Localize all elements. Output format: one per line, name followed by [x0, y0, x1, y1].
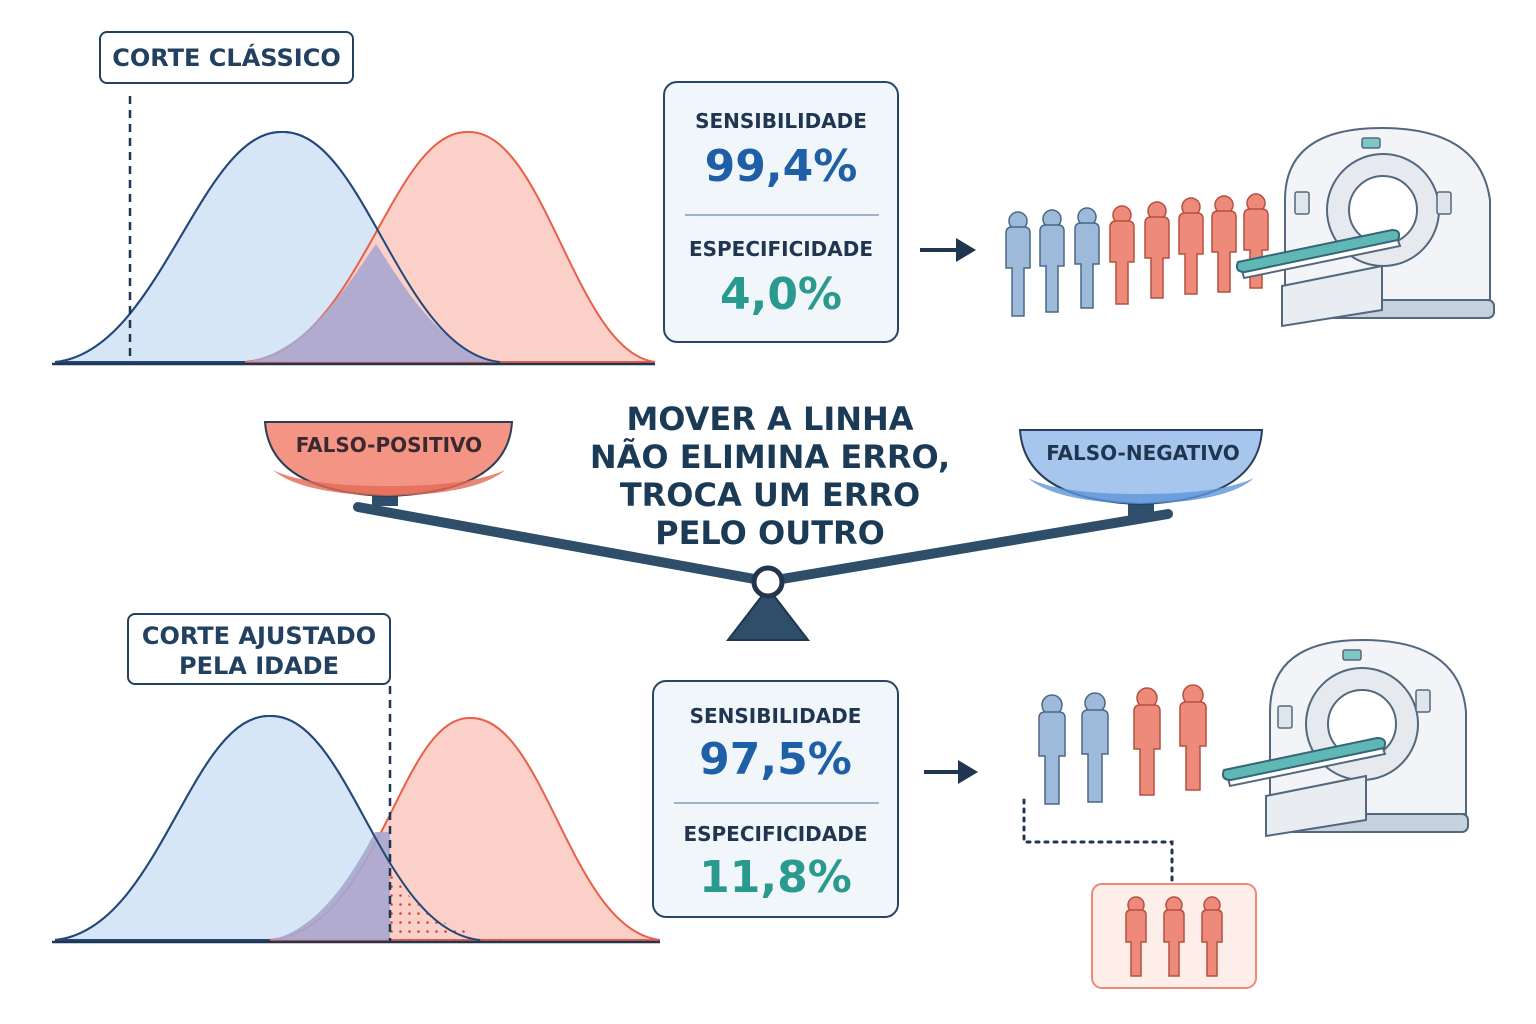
person-icon [1201, 896, 1223, 977]
patients-queue-bottom [1038, 684, 1207, 805]
adjusted-stats-card: SENSIBILIDADE 97,5% ESPECIFICIDADE 11,8% [652, 680, 899, 918]
false-negative-pan-label: FALSO-NEGATIVO [1046, 441, 1240, 465]
stats-divider [685, 214, 879, 216]
classic-cutoff-label-text: CORTE CLÁSSICO [112, 44, 341, 72]
arrow-right-icon [924, 760, 978, 784]
person-icon [1038, 694, 1066, 805]
scale-beam-right [771, 509, 1173, 585]
dotted-area [390, 868, 510, 940]
person-icon [1074, 207, 1100, 309]
classic-cutoff-label: CORTE CLÁSSICO [99, 31, 354, 84]
false-negative-pan: FALSO-NEGATIVO [1018, 429, 1264, 506]
sensitivity-value: 97,5% [699, 734, 852, 785]
overlap-area [270, 832, 390, 940]
person-icon [1211, 195, 1237, 293]
adjusted-cutoff-label: CORTE AJUSTADO PELA IDADE [127, 613, 391, 685]
headline-line-2: NÃO ELIMINA ERRO, [589, 438, 951, 476]
person-icon [1163, 896, 1185, 977]
stats-divider [674, 802, 879, 804]
false-positive-pan-label: FALSO-POSITIVO [296, 433, 482, 457]
person-icon [1144, 201, 1170, 299]
false-positive-pan: FALSO-POSITIVO [263, 421, 514, 498]
headline: MOVER A LINHA NÃO ELIMINA ERRO, TROCA UM… [560, 400, 980, 552]
arrow-right-icon [920, 238, 976, 262]
classic-stats-card: SENSIBILIDADE 99,4% ESPECIFICIDADE 4,0% [663, 81, 899, 343]
person-icon [1109, 205, 1135, 305]
adjusted-cutoff-label-line-1: CORTE AJUSTADO [141, 622, 377, 650]
person-icon [1005, 211, 1031, 317]
headline-line-1: MOVER A LINHA [626, 400, 914, 438]
specificity-label: ESPECIFICIDADE [688, 237, 874, 261]
headline-line-3: TROCA UM ERRO [619, 476, 921, 514]
scale-stand [725, 586, 811, 641]
person-icon [1039, 209, 1065, 313]
person-icon [1178, 197, 1204, 295]
sensitivity-label: SENSIBILIDADE [689, 704, 862, 728]
classic-cutoff-distributions [52, 96, 656, 366]
specificity-value: 4,0% [719, 269, 843, 320]
balance-scale-icon: FALSO-POSITIVO FALSO-NEGATIVO [263, 421, 1264, 641]
ct-scanner-icon [1221, 638, 1469, 838]
headline-line-4: PELO OUTRO [655, 514, 885, 552]
person-icon [1125, 896, 1147, 977]
overlap-area [245, 244, 500, 362]
adjusted-cutoff-label-line-2: PELA IDADE [179, 652, 339, 680]
adjusted-cutoff-distributions [52, 686, 661, 944]
ct-scanner-icon [1235, 126, 1495, 328]
person-icon [1081, 692, 1109, 803]
excluded-connector [1022, 798, 1174, 886]
scale-beam-left [353, 502, 765, 585]
specificity-label: ESPECIFICIDADE [683, 822, 868, 846]
excluded-patients-box [1091, 883, 1257, 989]
sensitivity-label: SENSIBILIDADE [695, 109, 867, 133]
person-icon [1179, 684, 1207, 791]
specificity-value: 11,8% [699, 852, 852, 903]
person-icon [1133, 687, 1161, 796]
sensitivity-value: 99,4% [704, 141, 858, 192]
patients-queue-top [1005, 193, 1269, 317]
